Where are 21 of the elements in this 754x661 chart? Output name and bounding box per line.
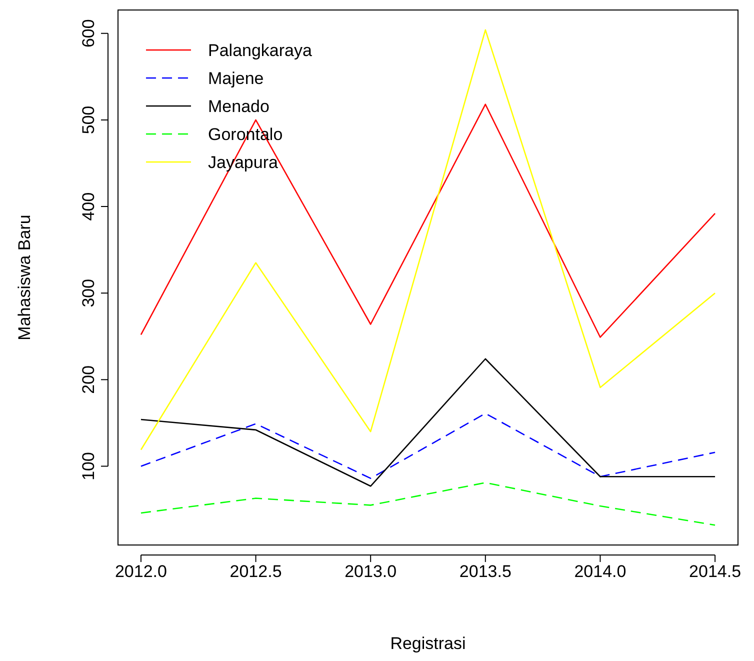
legend-label: Majene <box>208 69 264 88</box>
x-tick-label: 2012.0 <box>114 562 167 582</box>
y-tick-label: 500 <box>79 106 98 134</box>
y-tick-label: 200 <box>79 365 98 394</box>
y-tick-label: 300 <box>79 278 98 308</box>
y-tick-label: 400 <box>79 192 98 221</box>
line-series <box>140 482 716 526</box>
y-tick-label: 100 <box>79 452 98 480</box>
line-series <box>140 358 716 487</box>
x-tick-label: 2013.5 <box>459 562 512 582</box>
x-tick-label: 2012.5 <box>230 562 282 582</box>
x-axis-title: Registrasi <box>390 634 466 653</box>
legend-label: Palangkaraya <box>208 41 313 60</box>
y-tick-label: 600 <box>79 19 98 48</box>
line-series <box>140 29 716 450</box>
line-series <box>140 412 716 479</box>
y-axis-title: Mahasiswa Baru <box>15 214 34 340</box>
legend-label: Menado <box>208 97 270 116</box>
x-tick-label: 2014.5 <box>689 562 742 582</box>
x-tick-label: 2014.0 <box>574 562 626 582</box>
x-tick-label: 2013.0 <box>344 562 397 582</box>
